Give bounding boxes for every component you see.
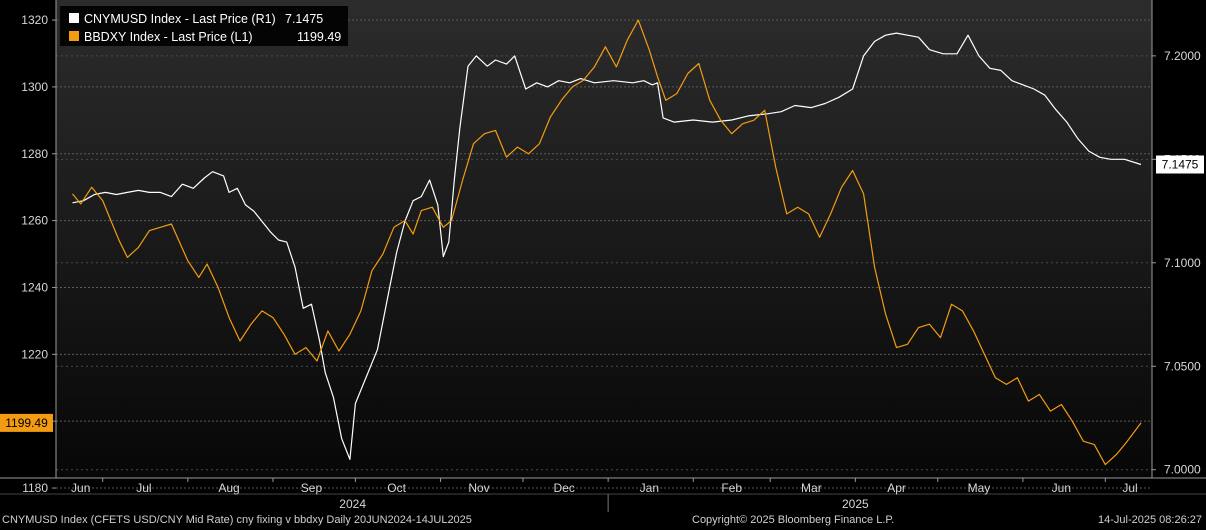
legend-swatch-cnymusd: [69, 13, 79, 23]
left-tick-label: 1240: [21, 280, 48, 294]
legend-background: [60, 6, 348, 46]
x-tick-label: Sep: [301, 481, 323, 495]
series-line-cnymusd: [72, 32, 1142, 460]
x-tick-label: Jul: [1122, 481, 1137, 495]
right-tick-label: 7.0000: [1164, 463, 1201, 477]
left-last-value-bg: [0, 413, 53, 432]
x-tick-label: Jun: [1052, 481, 1071, 495]
series-line-bbdxy: [72, 19, 1142, 466]
x-tick-label: Dec: [553, 481, 574, 495]
chart-footer: CNYMUSD Index (CFETS USD/CNY Mid Rate) c…: [0, 512, 1206, 530]
left-tick-label: 1180: [22, 481, 48, 495]
year-label: 2025: [842, 497, 869, 511]
x-tick-label: Oct: [387, 481, 406, 495]
left-tick-label: 1280: [21, 147, 48, 161]
legend-swatch-bbdxy: [69, 31, 79, 41]
legend: CNYMUSD Index - Last Price (R1) 7.1475 B…: [60, 6, 348, 46]
right-last-value-label: 7.1475: [1162, 158, 1199, 172]
right-tick-label: 7.0500: [1164, 359, 1201, 373]
x-tick-label: May: [968, 481, 991, 495]
right-last-value-bg: [1156, 155, 1204, 174]
x-tick-label: Mar: [801, 481, 822, 495]
chart-svg: 118012001220124012601280130013207.00007.…: [0, 0, 1206, 512]
x-tick-label: Jul: [136, 481, 151, 495]
left-tick-label: 1260: [21, 214, 48, 228]
series-lines: [72, 19, 1142, 466]
x-tick-label: Jun: [71, 481, 90, 495]
left-last-value-label: 1199.49: [5, 416, 48, 430]
left-tick-label: 1220: [21, 347, 48, 361]
x-tick-label: Feb: [721, 481, 742, 495]
x-tick-label: Jan: [640, 481, 659, 495]
legend-label-bbdxy: BBDXY Index - Last Price (L1): [84, 30, 253, 44]
left-tick-label: 1320: [21, 13, 48, 27]
right-tick-label: 7.1000: [1164, 256, 1201, 270]
right-tick-label: 7.2000: [1164, 49, 1201, 63]
legend-value-cnymusd: 7.1475: [285, 12, 323, 26]
year-label: 2024: [339, 497, 366, 511]
footer-copyright: Copyright© 2025 Bloomberg Finance L.P.: [692, 514, 895, 526]
footer-description: CNYMUSD Index (CFETS USD/CNY Mid Rate) c…: [2, 514, 472, 526]
x-tick-label: Nov: [468, 481, 489, 495]
x-tick-label: Apr: [887, 481, 906, 495]
axes: 118012001220124012601280130013207.00007.…: [0, 0, 1206, 512]
footer-timestamp: 14-Jul-2025 08:26:27: [1098, 514, 1202, 526]
plot-background: [56, 0, 1152, 478]
x-tick-label: Aug: [218, 481, 239, 495]
legend-label-cnymusd: CNYMUSD Index - Last Price (R1): [84, 12, 276, 26]
legend-value-bbdxy: 1199.49: [297, 30, 341, 44]
left-tick-label: 1300: [21, 80, 48, 94]
grid-lines: [56, 19, 1152, 489]
